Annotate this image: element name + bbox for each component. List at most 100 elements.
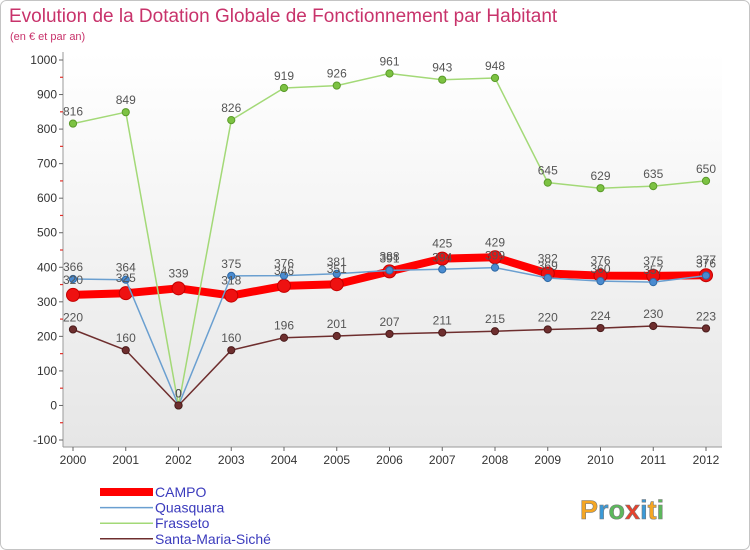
series-campo-label-2008: 429: [485, 235, 505, 249]
legend-label-frasseto: Frasseto: [155, 515, 210, 531]
y-tick-label: 300: [37, 295, 57, 309]
series-quasquara-point-2012: [701, 271, 711, 280]
logo-letter: P: [580, 495, 598, 525]
series-frasseto-label-2012: 650: [696, 162, 716, 176]
series-santa-maria-siche-label-2008: 215: [485, 312, 505, 326]
series-quasquara-label-2005: 381: [327, 255, 347, 269]
y-tick-label: 1000: [30, 53, 57, 67]
series-frasseto-label-2010: 629: [590, 169, 610, 183]
x-tick-label: 2012: [693, 453, 720, 467]
series-campo-point-2002: [171, 281, 186, 296]
series-campo-label-2001: 325: [116, 271, 136, 285]
series-santa-maria-siche-point-2004: [279, 333, 289, 342]
x-tick-label: 2009: [534, 453, 561, 467]
series-santa-maria-siche-label-2009: 220: [538, 310, 558, 324]
logo-letter: x: [625, 495, 640, 525]
series-santa-maria-siche-label-2000: 220: [63, 310, 83, 324]
x-tick-label: 2011: [640, 453, 666, 467]
series-quasquara-label-2010: 360: [590, 262, 610, 276]
series-frasseto-point-2003: [227, 116, 236, 125]
series-frasseto-label-2004: 919: [274, 69, 294, 83]
x-tick-label: 2000: [60, 453, 87, 467]
x-axis: 2000 2001 2002 2003 2004 2005 2006 2007 2008 2009…: [60, 446, 722, 467]
chart-subtitle: (en € et par an): [10, 31, 85, 43]
x-tick-label: 2010: [587, 453, 614, 467]
legend-label-campo: CAMPO: [155, 484, 206, 500]
series-frasseto-point-2004: [279, 83, 289, 93]
logo-letter: o: [609, 495, 626, 525]
series-quasquara-point-2007: [438, 265, 447, 274]
series-frasseto-label-2001: 849: [116, 93, 136, 107]
series-quasquara-point-2005: [332, 269, 341, 278]
series-santa-maria-siche-point-2006: [385, 329, 394, 339]
series-frasseto-point-2001: [121, 108, 130, 117]
x-tick-label: 2001: [112, 453, 139, 467]
series-frasseto-point-2006: [385, 69, 394, 78]
series-frasseto-point-2008: [490, 73, 500, 83]
series-santa-maria-siche-point-2011: [649, 321, 658, 331]
series-quasquara-point-2008: [490, 263, 500, 272]
series-frasseto-point-2007: [438, 75, 447, 84]
series-santa-maria-siche-label-2004: 196: [274, 319, 294, 333]
series-santa-maria-siche-point-2003: [227, 346, 236, 355]
series-quasquara-point-2006: [385, 266, 394, 275]
series-quasquara-label-2001: 364: [116, 261, 136, 275]
x-tick-label: 2007: [429, 453, 456, 467]
series-frasseto-label-2003: 826: [221, 101, 241, 115]
series-frasseto-point-2009: [543, 178, 552, 187]
legend-item-quasquara: Quasquara: [100, 500, 224, 516]
legend-swatch-campo: [100, 488, 153, 496]
series-frasseto-point-2010: [596, 184, 605, 193]
series-quasquara-point-2001: [121, 275, 130, 284]
series-quasquara-label-2008: 399: [485, 249, 505, 263]
series-quasquara-label-2011: 357: [643, 263, 663, 277]
series-santa-maria-siche-label-2011: 230: [643, 307, 663, 321]
series-campo-point-2005: [329, 277, 344, 292]
y-axis: -100 0 100 200 300 400 500 600 700 800 900 1000: [30, 52, 64, 447]
series-quasquara-label-2012: 376: [696, 257, 716, 271]
series-campo-label-2010: 376: [590, 254, 610, 268]
series-campo-label-2002: 339: [168, 266, 188, 280]
series-quasquara-point-2009: [543, 273, 552, 283]
series-quasquara-point-2004: [279, 271, 289, 280]
series-campo-label-2000: 320: [63, 273, 83, 287]
series-santa-maria-siche-label-2003: 160: [221, 331, 241, 345]
y-tick-label: 600: [37, 191, 57, 205]
logo-letter: t: [648, 495, 657, 525]
x-tick-label: 2002: [165, 453, 192, 467]
series-frasseto-label-2005: 926: [327, 67, 347, 81]
logo-letter: r: [598, 495, 609, 525]
series-campo-label-2003: 318: [221, 274, 241, 288]
series-santa-maria-siche-label-2007: 211: [433, 314, 452, 328]
series-campo-label-2011: 375: [643, 254, 663, 268]
series-santa-maria-siche-point-2000: [68, 325, 78, 334]
series-frasseto-label-2007: 943: [432, 61, 452, 75]
series-santa-maria-siche-label-2001: 160: [116, 331, 136, 345]
y-tick-label: 700: [37, 157, 57, 171]
series-santa-maria-siche-point-2010: [596, 323, 605, 333]
series-campo-label-2007: 425: [432, 237, 452, 251]
series-quasquara-label-2004: 376: [274, 257, 294, 271]
x-tick-label: 2006: [376, 453, 403, 467]
series-santa-maria-siche-label-2012: 223: [696, 309, 716, 323]
series-quasquara-point-2011: [649, 278, 658, 287]
series-santa-maria-siche-point-2007: [438, 328, 447, 337]
series-santa-maria-siche-point-2012: [701, 324, 711, 333]
series-quasquara-point-2000: [68, 274, 78, 284]
series-campo-label-2004: 346: [274, 264, 294, 278]
series-santa-maria-siche-point-2008: [490, 327, 500, 336]
logo-letter: i: [657, 495, 665, 525]
series-frasseto-point-2000: [68, 119, 78, 128]
series-santa-maria-siche-label-2002: 0: [175, 386, 182, 400]
series-campo-point-2004: [277, 278, 291, 293]
y-tick-label: 800: [37, 122, 57, 136]
series-santa-maria-siche-point-2009: [543, 325, 552, 334]
series-campo-point-2003: [224, 288, 239, 303]
series-frasseto-point-2011: [649, 181, 658, 191]
series-quasquara-label-2006: 391: [379, 251, 399, 265]
series-campo-label-2006: 388: [379, 249, 399, 263]
